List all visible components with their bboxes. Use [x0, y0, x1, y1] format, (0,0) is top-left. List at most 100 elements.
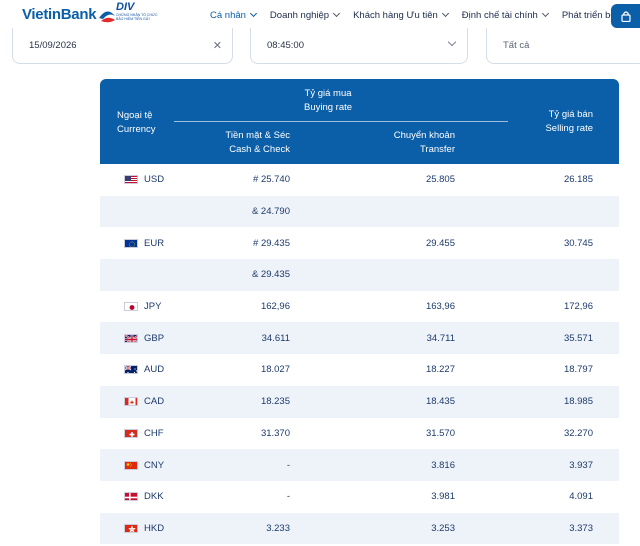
- currency-cell: USD: [100, 164, 164, 196]
- table-row: DKK - 3.981 4.091: [100, 481, 619, 513]
- currency-code: USD: [144, 174, 165, 186]
- transfer-rate: 18.435: [425, 396, 455, 408]
- time-select[interactable]: 08:45:00: [250, 28, 468, 64]
- currency-code: CNY: [144, 459, 165, 471]
- header-divider: [174, 121, 508, 122]
- time-value: 08:45:00: [267, 40, 304, 51]
- nav-item-ca-nhan[interactable]: Cá nhân: [210, 9, 257, 21]
- cash-check-rate: 3.233: [266, 522, 290, 534]
- chevron-down-icon: [249, 9, 257, 18]
- nav-label: Phát triển bền vững: [561, 9, 640, 21]
- currency-cell: GBP: [100, 322, 164, 354]
- table-row: CHF 31.370 31.570 32.270: [100, 418, 619, 450]
- ca-flag-icon: [124, 397, 138, 407]
- lock-icon: [620, 11, 631, 22]
- table-row: CNY - 3.816 3.937: [100, 449, 619, 481]
- cash-check-rate: 31.370: [260, 427, 290, 439]
- currency-cell: CNY: [100, 449, 164, 481]
- nav-item-khach-hang-uu-tien[interactable]: Khách hàng Ưu tiên: [353, 9, 449, 21]
- selling-rate: 26.185: [563, 174, 593, 186]
- nav-label: Cá nhân: [210, 9, 246, 21]
- dk-flag-icon: [124, 492, 138, 502]
- vietinbank-logo[interactable]: VietinBank: [22, 6, 116, 23]
- au-flag-icon: [124, 365, 138, 375]
- nav-label: Định chế tài chính: [461, 9, 538, 21]
- table-row: & 24.790: [100, 195, 619, 228]
- transfer-rate: 31.570: [425, 427, 455, 439]
- chevron-down-icon: [541, 9, 549, 18]
- transfer-rate: 18.227: [425, 364, 455, 376]
- date-value: 15/09/2026: [29, 40, 77, 51]
- eu-flag-icon: [124, 238, 138, 248]
- selling-rate: 3.373: [569, 522, 593, 534]
- currency-cell: AUD: [100, 354, 164, 386]
- nav-item-doanh-nghiep[interactable]: Doanh nghiệp: [269, 9, 341, 21]
- badge-title: DIV: [116, 1, 135, 13]
- currency-cell: JPY: [100, 291, 161, 323]
- nav-item-phat-trien-ben-vung[interactable]: Phát triển bền vững: [562, 10, 640, 21]
- cn-flag-icon: [124, 460, 138, 470]
- cash-check-rate: & 29.435: [251, 269, 290, 281]
- selling-rate: [100, 196, 593, 228]
- transfer-rate: 3.981: [431, 491, 455, 503]
- table-row: AUD 18.027 18.227 18.797: [100, 354, 619, 386]
- selling-rate: [100, 259, 593, 291]
- selling-rate: 18.797: [563, 364, 593, 376]
- table-header: Ngoại tệ Currency Tỷ giá mua Buying rate…: [100, 79, 619, 164]
- header-currency: Ngoại tệ Currency: [117, 110, 156, 135]
- currency-filter-value: Tất cả: [503, 40, 530, 51]
- main-nav: Cá nhân Doanh nghiệp Khách hàng Ưu tiên …: [210, 0, 640, 30]
- ch-flag-icon: [124, 428, 138, 438]
- gb-flag-icon: [124, 333, 138, 343]
- transfer-rate: 29.455: [425, 237, 455, 249]
- currency-code: JPY: [144, 301, 162, 313]
- currency-code: EUR: [144, 237, 165, 249]
- nav-label: Doanh nghiệp: [269, 9, 330, 21]
- cash-check-rate: -: [286, 459, 290, 471]
- cash-check-rate: 162,96: [260, 301, 290, 313]
- table-row: EUR # 29.435 29.455 30.745: [100, 227, 619, 259]
- currency-code: GBP: [144, 332, 165, 344]
- jp-flag-icon: [124, 302, 138, 312]
- transfer-rate: 3.253: [431, 522, 455, 534]
- selling-rate: 18.985: [563, 396, 593, 408]
- cash-check-rate: # 25.740: [253, 174, 290, 186]
- transfer-rate: 163,96: [425, 301, 455, 313]
- clear-icon[interactable]: ✕: [212, 40, 222, 52]
- badge-subtitle: CHỨNG NHẬN TỔ CHỨC BẢO HIỂM TIỀN GỬI: [116, 13, 158, 21]
- nav-item-dinh-che-tai-chinh[interactable]: Định chế tài chính: [461, 9, 549, 21]
- transfer-rate: 3.816: [431, 459, 455, 471]
- nav-label: Khách hàng Ưu tiên: [353, 9, 438, 21]
- currency-code: CHF: [144, 427, 164, 439]
- currency-cell: DKK: [100, 481, 164, 513]
- currency-code: AUD: [144, 364, 165, 376]
- table-row: GBP 34.611 34.711 35.571: [100, 322, 619, 355]
- transfer-rate: 25.805: [425, 174, 455, 186]
- cash-check-rate: -: [286, 491, 290, 503]
- table-row: HKD 3.233 3.253 3.373: [100, 512, 619, 545]
- table-row: CAD 18.235 18.435 18.985: [100, 385, 619, 418]
- cash-check-rate: & 24.790: [251, 206, 290, 218]
- cash-check-rate: # 29.435: [253, 237, 290, 249]
- us-flag-icon: [124, 175, 138, 185]
- login-button[interactable]: [611, 4, 640, 28]
- brand-name: VietinBank: [22, 6, 97, 23]
- cash-check-rate: 34.611: [261, 332, 290, 344]
- date-input[interactable]: 15/09/2026 ✕: [12, 28, 233, 64]
- currency-cell: CAD: [100, 386, 164, 418]
- selling-rate: 3.937: [569, 459, 593, 471]
- div-certification-badge: DIV CHỨNG NHẬN TỔ CHỨC BẢO HIỂM TIỀN GỬI: [116, 2, 164, 28]
- currency-code: CAD: [144, 396, 165, 408]
- cash-check-rate: 18.027: [260, 364, 290, 376]
- currency-code: DKK: [144, 491, 164, 503]
- cash-check-rate: 18.235: [260, 396, 290, 408]
- exchange-rate-table: Ngoại tệ Currency Tỷ giá mua Buying rate…: [100, 79, 619, 545]
- header-buying-rate: Tỷ giá mua Buying rate: [304, 88, 353, 113]
- header-cash-check: Tiền mặt & Séc Cash & Check: [225, 130, 290, 155]
- currency-filter-select[interactable]: Tất cả: [486, 28, 640, 64]
- hk-flag-icon: [124, 523, 138, 533]
- selling-rate: 4.091: [569, 491, 593, 503]
- selling-rate: 30.745: [563, 237, 593, 249]
- currency-cell: HKD: [100, 513, 164, 545]
- selling-rate: 172,96: [563, 301, 593, 313]
